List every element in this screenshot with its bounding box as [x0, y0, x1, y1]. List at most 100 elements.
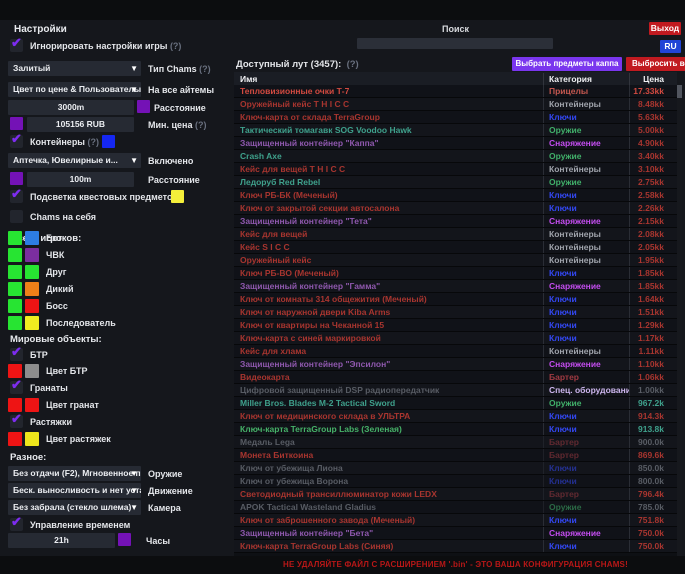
player-color-swatch-1[interactable] [8, 231, 22, 245]
table-row[interactable]: Ключ-карта от склада TerraGroup Ключи 5.63… [234, 111, 677, 124]
grenade-color-swatch-2[interactable] [25, 398, 39, 412]
table-scrollbar[interactable] [677, 85, 682, 556]
table-row[interactable]: Ключ от закрытой секции автосалона Ключи 2… [234, 202, 677, 215]
checkbox-box[interactable]: ✔ [10, 35, 23, 52]
table-row[interactable]: Оружейный кейс Контейнеры 1.95kk [234, 254, 677, 267]
table-row[interactable]: Кейс для вещей Контейнеры 2.08kk [234, 228, 677, 241]
time-control-checkbox[interactable]: ✔ [10, 514, 23, 531]
table-row[interactable]: Защищенный контейнер "Гамма" Снаряжение 1.… [234, 280, 677, 293]
distance-color-swatch[interactable] [137, 100, 150, 113]
distance2-color-swatch[interactable] [10, 172, 23, 185]
meds-dropdown[interactable]: Аптечка, Ювелирные и... ▼ [8, 153, 141, 168]
table-row[interactable]: Оружейный кейс T H I C C Контейнеры 8.48kk [234, 98, 677, 111]
player-color-swatch-2[interactable] [25, 282, 39, 296]
help-icon[interactable]: (?) [199, 64, 211, 74]
table-row[interactable]: Медаль Lega Бартер 900.0k [234, 436, 677, 449]
player-color-swatch-2[interactable] [25, 265, 39, 279]
btr-checkbox[interactable]: ✔ [10, 344, 23, 361]
grenade-color-swatch-1[interactable] [8, 398, 22, 412]
table-row[interactable]: Тепловизионные очки Т-7 Прицелы 17.33kk [234, 85, 677, 98]
item-name: Ключ-карта от склада TerraGroup [240, 112, 380, 122]
min-price-input[interactable]: 105156 RUB [27, 117, 134, 132]
distance-input[interactable]: 3000m [8, 100, 134, 115]
quest-items-checkbox[interactable]: ✔ [10, 186, 23, 203]
player-color-swatch-2[interactable] [25, 248, 39, 262]
player-color-swatch-1[interactable] [8, 282, 22, 296]
chams-self-checkbox[interactable]: ✔ [10, 210, 23, 223]
table-row[interactable]: Ключ от медицинского склада в УЛЬТРА Ключ… [234, 410, 677, 423]
ignore-game-settings-checkbox[interactable]: ✔ [10, 35, 23, 52]
table-row[interactable]: Ключ-карта с синей маркировкой Ключи 1.17k… [234, 332, 677, 345]
player-color-swatch-1[interactable] [8, 299, 22, 313]
hours-color-swatch[interactable] [118, 533, 131, 546]
help-icon[interactable]: (?) [346, 59, 359, 70]
table-row[interactable]: Ключ от заброшенного завода (Меченый) Клю… [234, 514, 677, 527]
scrollbar-thumb[interactable] [677, 85, 682, 98]
language-button[interactable]: RU [660, 40, 681, 53]
player-color-row: Друг [8, 265, 67, 279]
table-row[interactable]: Тактический томагавк SOG Voodoo Hawk Оруж… [234, 124, 677, 137]
table-row[interactable]: Ключ от убежища Лиона Ключи 850.0k [234, 462, 677, 475]
table-row[interactable]: Кейс для хлама Контейнеры 1.11kk [234, 345, 677, 358]
grenades-checkbox[interactable]: ✔ [10, 377, 23, 394]
table-row[interactable]: Ключ РБ-ВО (Меченый) Ключи 1.85kk [234, 267, 677, 280]
btr-color-swatch-1[interactable] [8, 364, 22, 378]
column-header-category[interactable]: Категория [543, 72, 629, 85]
table-row[interactable]: Светодиодный трансиллюминатор кожи LEDX Б… [234, 488, 677, 501]
table-row[interactable]: Монета Биткоина Бартер 869.6k [234, 449, 677, 462]
containers-checkbox[interactable]: ✔ [10, 131, 23, 148]
table-row[interactable]: Защищенный контейнер "Бета" Снаряжение 750… [234, 527, 677, 540]
movement-dropdown[interactable]: Беск. выносливость и нет уста ▼ [8, 483, 141, 498]
table-row[interactable]: Ледоруб Red Rebel Оружие 2.75kk [234, 176, 677, 189]
table-row[interactable]: Кейс S I C C Контейнеры 2.05kk [234, 241, 677, 254]
table-row[interactable]: APOK Tactical Wasteland Gladius Оружие 785… [234, 501, 677, 514]
table-row[interactable]: Защищенный контейнер "Эпсилон" Снаряжение… [234, 358, 677, 371]
column-header-price[interactable]: Цена [629, 72, 671, 85]
weapon-dropdown[interactable]: Без отдачи (F2), Мгновенное п ▼ [8, 466, 141, 481]
tripwire-color-swatch-1[interactable] [8, 432, 22, 446]
table-row[interactable]: Ключ-карта TerraGroup Labs (Зеленая) Ключ… [234, 423, 677, 436]
help-icon[interactable]: (?) [169, 41, 182, 51]
table-row[interactable]: Ключ от комнаты 314 общежития (Меченый) К… [234, 293, 677, 306]
help-icon[interactable]: (?) [194, 120, 207, 130]
table-row[interactable]: Видеокарта Бартер 1.06kk [234, 371, 677, 384]
table-row[interactable]: Crash Axe Оружие 3.40kk [234, 150, 677, 163]
table-row[interactable]: Ключ от квартиры на Чеканной 15 Ключи 1.29… [234, 319, 677, 332]
player-color-swatch-1[interactable] [8, 265, 22, 279]
table-row[interactable]: Ключ-карта TerraGroup Labs (Синяя) Ключи 7… [234, 540, 677, 553]
table-row[interactable]: Ключ РБ-БК (Меченый) Ключи 2.58kk [234, 189, 677, 202]
containers-color-swatch[interactable] [102, 135, 115, 148]
chams-type-dropdown[interactable]: Залитый ▼ [8, 61, 141, 76]
table-row[interactable]: Ключ от убежища Ворона Ключи 800.0k [234, 475, 677, 488]
hours-input[interactable]: 21h [8, 533, 115, 548]
drop-all-button[interactable]: Выбросить все [626, 57, 685, 71]
item-price: 913.8k [629, 423, 671, 435]
min-price-color-swatch[interactable] [10, 117, 23, 130]
select-kappa-items-button[interactable]: Выбрать предметы каппа [512, 57, 622, 71]
table-row[interactable]: Защищенный контейнер "Тета" Снаряжение 2.1… [234, 215, 677, 228]
player-color-row: Последователь [8, 316, 116, 330]
camera-dropdown[interactable]: Без забрала (стекло шлема) ▼ [8, 500, 141, 515]
tripwires-checkbox[interactable]: ✔ [10, 411, 23, 428]
table-row[interactable]: Miller Bros. Blades M-2 Tactical Sword Ор… [234, 397, 677, 410]
hours-label: Часы [146, 536, 171, 546]
table-row[interactable]: Кейс для вещей T H I C C Контейнеры 3.10kk [234, 163, 677, 176]
btr-color-swatch-2[interactable] [25, 364, 39, 378]
player-color-swatch-1[interactable] [8, 316, 22, 330]
player-color-swatch-2[interactable] [25, 299, 39, 313]
player-color-swatch-2[interactable] [25, 316, 39, 330]
table-row[interactable]: Ключ от наружной двери Kiba Arms Ключи 1.5… [234, 306, 677, 319]
tripwire-color-swatch-2[interactable] [25, 432, 39, 446]
distance2-input[interactable]: 100m [27, 172, 134, 187]
table-row[interactable]: Защищенный контейнер "Каппа" Снаряжение 4.… [234, 137, 677, 150]
table-row[interactable]: Цифровой защищенный DSP радиопередатчик С… [234, 384, 677, 397]
all-items-dropdown[interactable]: Цвет по цене & Пользователы ▼ [8, 82, 141, 97]
search-input[interactable] [357, 38, 553, 49]
item-category: Снаряжение [543, 280, 629, 292]
player-color-swatch-1[interactable] [8, 248, 22, 262]
column-header-name[interactable]: Имя [240, 73, 258, 84]
help-icon[interactable]: (?) [87, 137, 100, 147]
player-color-swatch-2[interactable] [25, 231, 39, 245]
exit-button[interactable]: Выход [649, 22, 681, 35]
quest-items-color-swatch[interactable] [171, 190, 184, 203]
